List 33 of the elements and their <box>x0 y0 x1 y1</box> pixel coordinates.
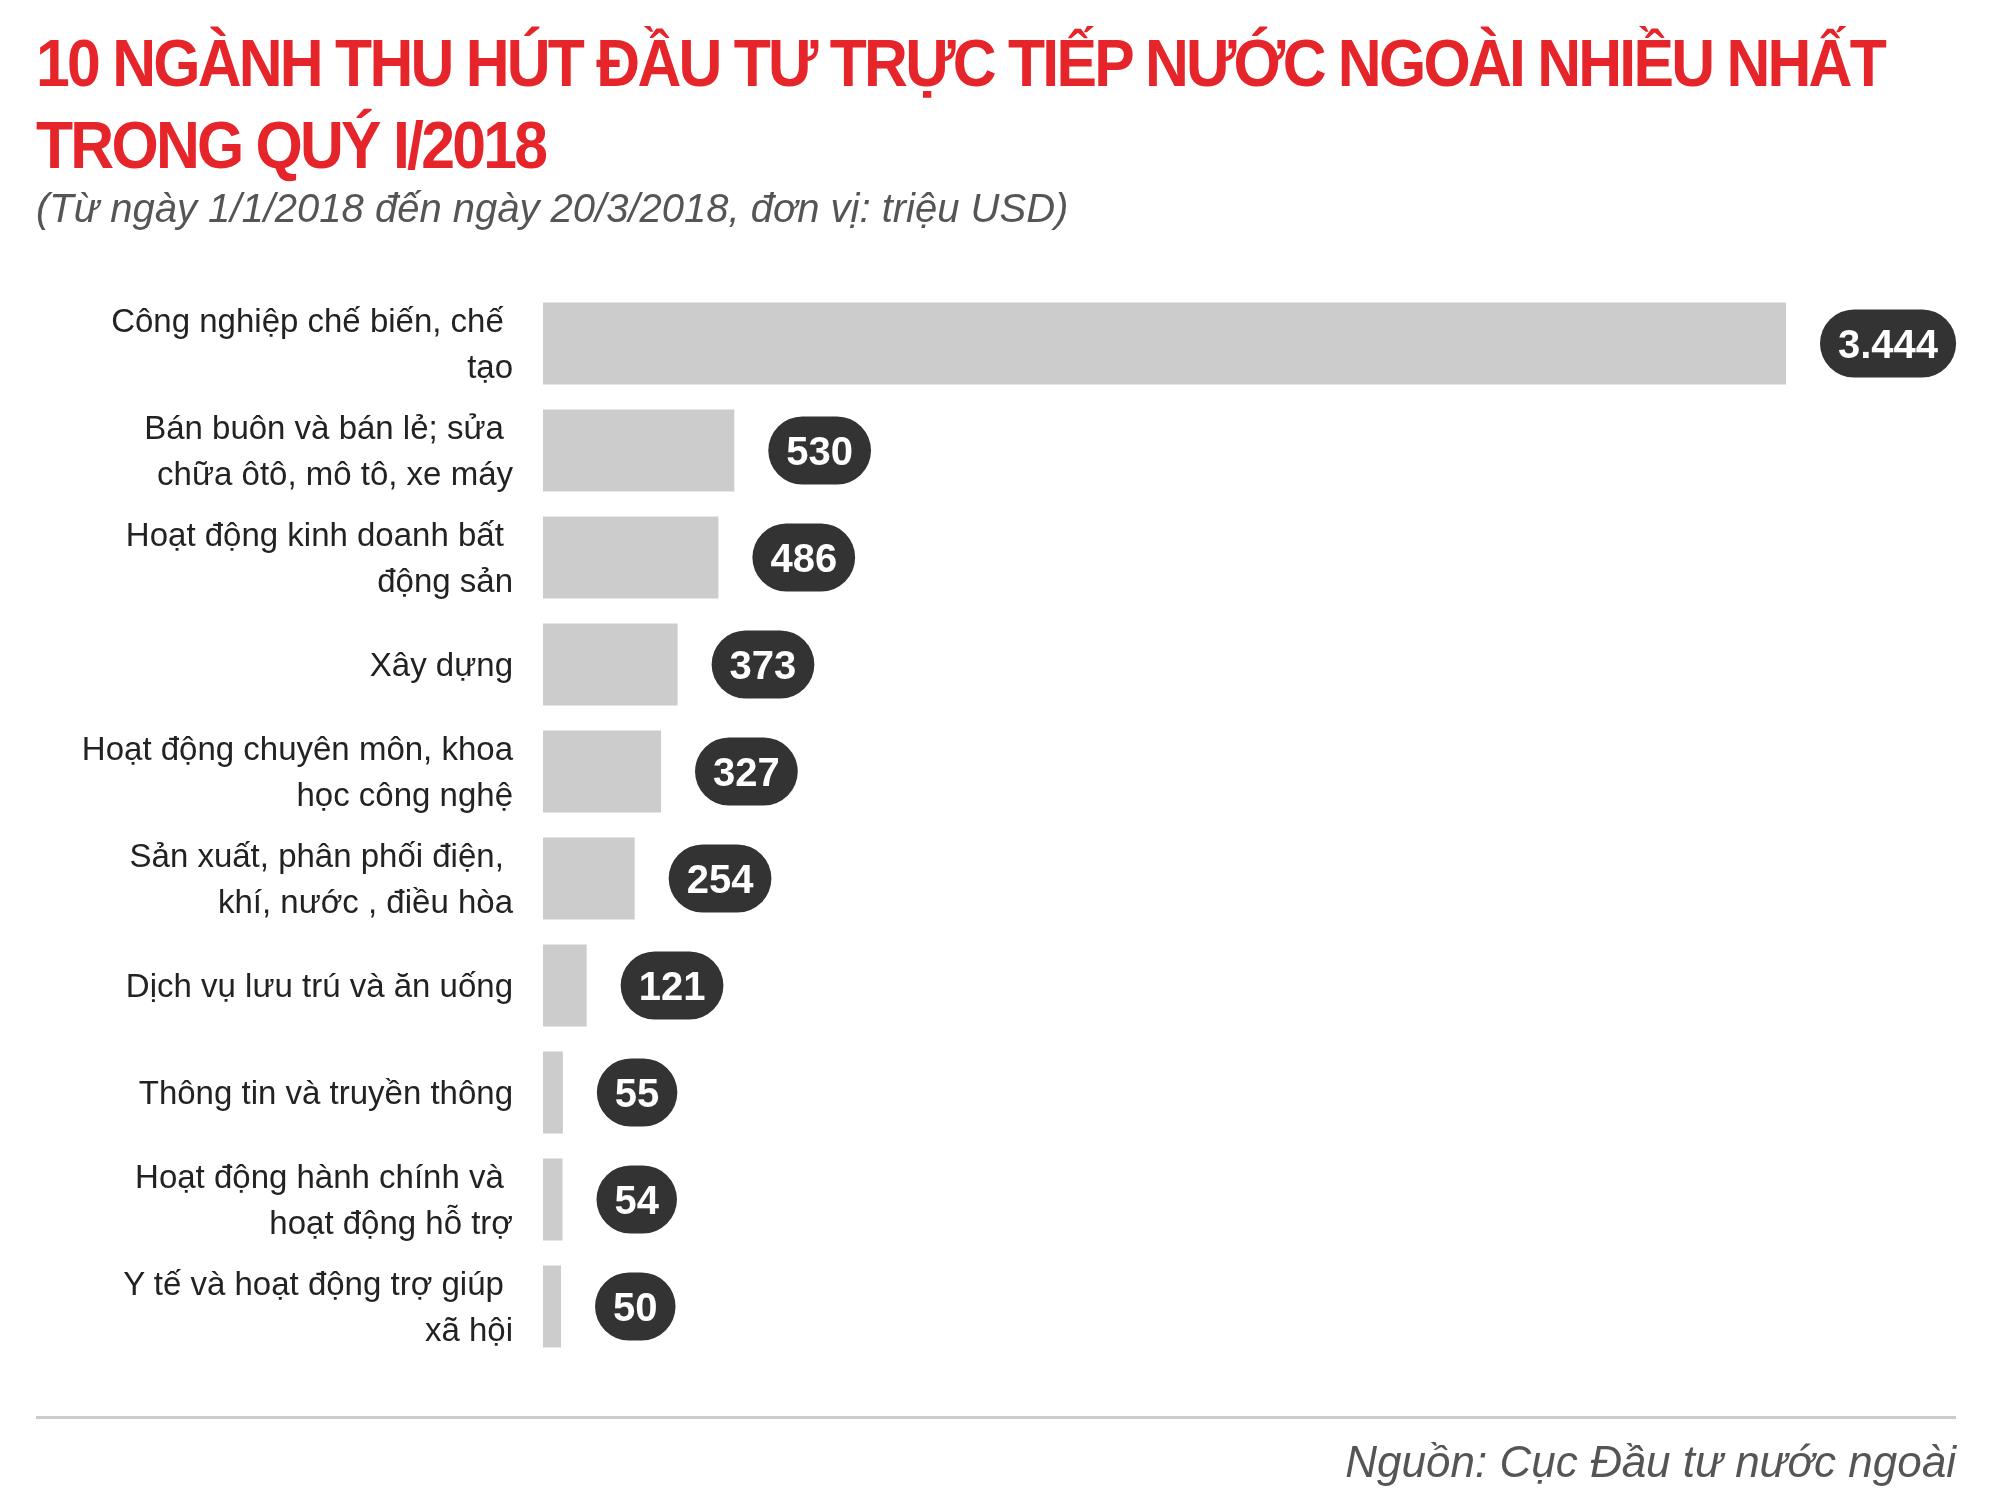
data-label: 486 <box>770 535 838 580</box>
y-tick-label: Dịch vụ lưu trú và ăn uống <box>125 967 513 1004</box>
text: Nguồn: Cục Đầu tư nước ngoài <box>36 1416 1956 1487</box>
data-label: 327 <box>713 749 780 794</box>
data-label: 55 <box>614 1070 660 1115</box>
data-label: 373 <box>729 642 797 687</box>
bar <box>543 516 719 599</box>
data-label: 254 <box>686 856 755 901</box>
bar <box>543 409 735 492</box>
bar <box>543 1265 562 1348</box>
y-tick-label: Thông tin và truyền thông <box>138 1074 513 1111</box>
y-tick-label: Xây dựng <box>369 646 513 683</box>
y-tick-label: Y tế và hoạt động trợ giúp xã hội <box>123 1265 513 1348</box>
chart-title: 10 NGÀNH THU HÚT ĐẦU TƯ TRỰC TIẾP NƯỚC NGOÀI NHIỀU NHẤT TRONG QUÝ I/2018 <box>36 25 1886 184</box>
y-tick-label: Bán buôn và bán lẻ; sửa chữa ôtô, mô tô, xe máy <box>144 409 514 492</box>
bar <box>543 730 662 813</box>
bar <box>543 944 587 1027</box>
bar <box>543 623 678 706</box>
y-tick-label: Hoạt động hành chính và hoạt động hỗ trợ <box>135 1158 513 1241</box>
data-label: 3.444 <box>1838 321 1939 366</box>
y-tick-label: Công nghiệp chế biến, chế tạo <box>111 302 513 385</box>
y-tick-label: Sản xuất, phân phối điện, khí, nước , điều hòa <box>129 837 514 920</box>
bar <box>543 302 1786 385</box>
bar <box>543 837 635 920</box>
data-label: 530 <box>786 428 854 473</box>
y-tick-label: Hoạt động kinh doanh bất động sản <box>125 516 513 599</box>
data-label: 54 <box>614 1177 660 1222</box>
bar <box>543 1158 563 1241</box>
data-label: 121 <box>638 963 706 1008</box>
data-label: 50 <box>613 1284 658 1329</box>
y-tick-label: Hoạt động chuyên môn, khoa học công nghệ <box>81 730 514 813</box>
chart-subtitle: (Từ ngày 1/1/2018 đến ngày 20/3/2018, đơn vị: triệu USD) <box>36 186 1069 231</box>
bar <box>543 1051 563 1134</box>
